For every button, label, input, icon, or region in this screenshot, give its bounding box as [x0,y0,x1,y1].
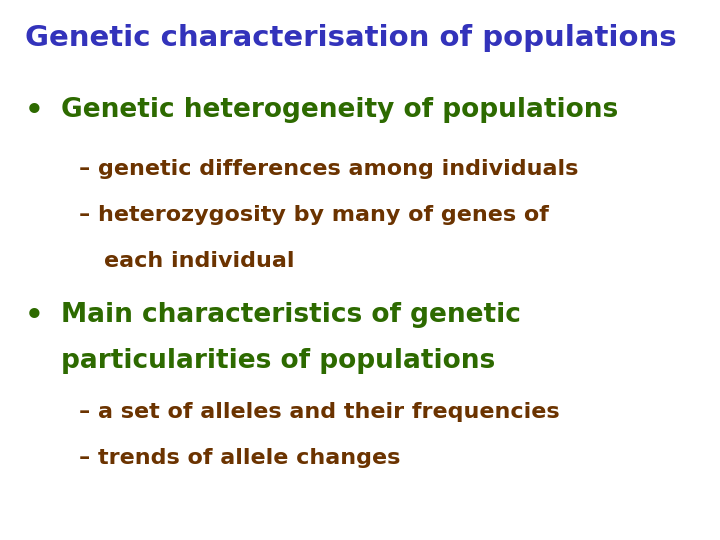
Text: each individual: each individual [104,251,295,271]
Text: – trends of allele changes: – trends of allele changes [79,448,400,468]
Text: – heterozygosity by many of genes of: – heterozygosity by many of genes of [79,205,549,225]
Text: particularities of populations: particularities of populations [61,348,495,374]
Text: •: • [25,97,44,125]
Text: – a set of alleles and their frequencies: – a set of alleles and their frequencies [79,402,560,422]
Text: Genetic heterogeneity of populations: Genetic heterogeneity of populations [61,97,618,123]
Text: Genetic characterisation of populations: Genetic characterisation of populations [25,24,677,52]
Text: – genetic differences among individuals: – genetic differences among individuals [79,159,579,179]
Text: Main characteristics of genetic: Main characteristics of genetic [61,302,521,328]
Text: •: • [25,302,44,330]
